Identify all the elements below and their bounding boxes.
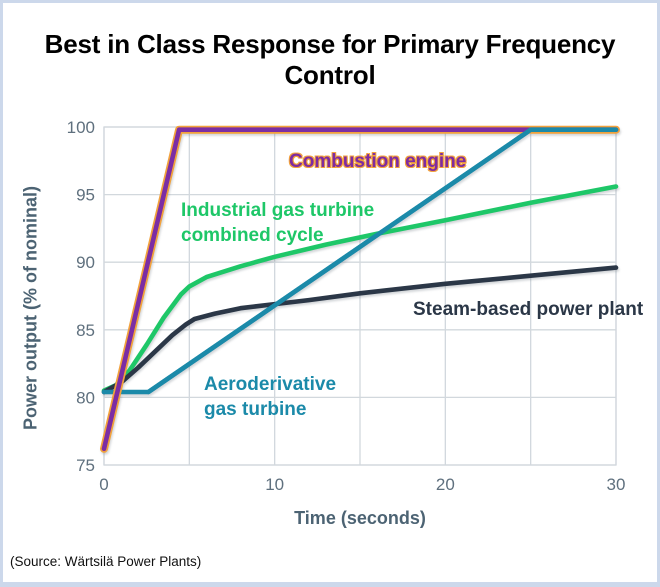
x-tick-label: 0 (99, 475, 108, 494)
y-tick-label: 90 (76, 253, 95, 272)
y-axis-title-text: Power output (% of nominal) (20, 186, 41, 430)
y-tick-label: 80 (76, 388, 95, 407)
source-note: (Source: Wärtsilä Power Plants) (10, 554, 202, 569)
y-tick-label: 85 (76, 321, 95, 340)
y-tick-label: 100 (67, 118, 95, 137)
series-line-overlay-Aeroderivative gas turbine (146, 127, 619, 395)
series-label-aeroderivative-gas-turbine: Aeroderivative gas turbine (204, 374, 337, 420)
series-label-steam-based-power-plant: Steam-based power plant (413, 299, 644, 320)
x-tick-label: 20 (436, 475, 455, 494)
chart-canvas: 0 10 20 30 75 80 85 90 95 100 (67, 118, 626, 494)
axis-ticks: 0 10 20 30 75 80 85 90 95 100 (67, 118, 626, 494)
y-tick-label: 95 (76, 186, 95, 205)
x-tick-label: 10 (265, 475, 284, 494)
series-line-Steam-based power plant (101, 265, 619, 395)
series-lines (100, 125, 620, 453)
x-tick-label: 30 (607, 475, 626, 494)
series-line-Combustion engine (101, 127, 619, 452)
series-line-Industrial gas turbine combined cycle (101, 184, 619, 393)
y-tick-label: 75 (76, 456, 95, 475)
chart-title: Best in Class Response for Primary Frequ… (44, 29, 616, 90)
series-label-industrial-gas-turbine: Industrial gas turbine combined cycle (181, 200, 375, 246)
series-label-combustion-engine: Combustion engine (289, 151, 467, 172)
x-axis-title: Time (seconds) (294, 508, 426, 528)
